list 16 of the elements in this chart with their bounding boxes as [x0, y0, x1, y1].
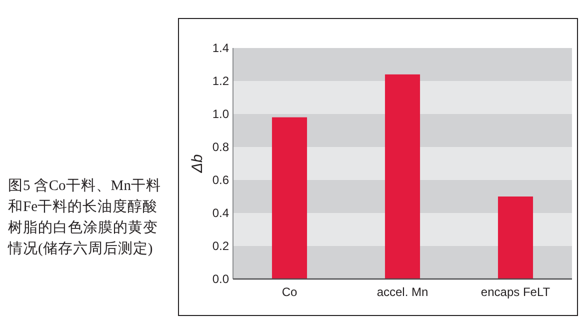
y-tick-label: 0.6	[212, 173, 230, 187]
text: 图5 含Co干料、Mn干料和Fe干料的长油度醇酸树脂的白色涂膜的黄变情况(储存六周后测定)	[8, 177, 162, 259]
x-tick-label: Co	[282, 285, 298, 299]
bar	[384, 74, 420, 279]
y-tick-label: 0.2	[212, 239, 230, 253]
y-tick-label: 1.4	[212, 41, 230, 55]
y-tick-label: 0.4	[212, 206, 230, 220]
y-tick-label: 1.0	[212, 107, 230, 121]
y-tick-label: 0.8	[212, 140, 230, 154]
x-tick-label: accel. Mn	[376, 285, 428, 299]
y-tick-label: 1.2	[212, 74, 230, 88]
x-tick-label: encaps FeLT	[480, 285, 551, 299]
y-axis-title: Δb	[189, 154, 206, 174]
bar	[498, 196, 534, 279]
y-tick-label: 0.0	[212, 272, 230, 286]
bar	[272, 117, 308, 279]
